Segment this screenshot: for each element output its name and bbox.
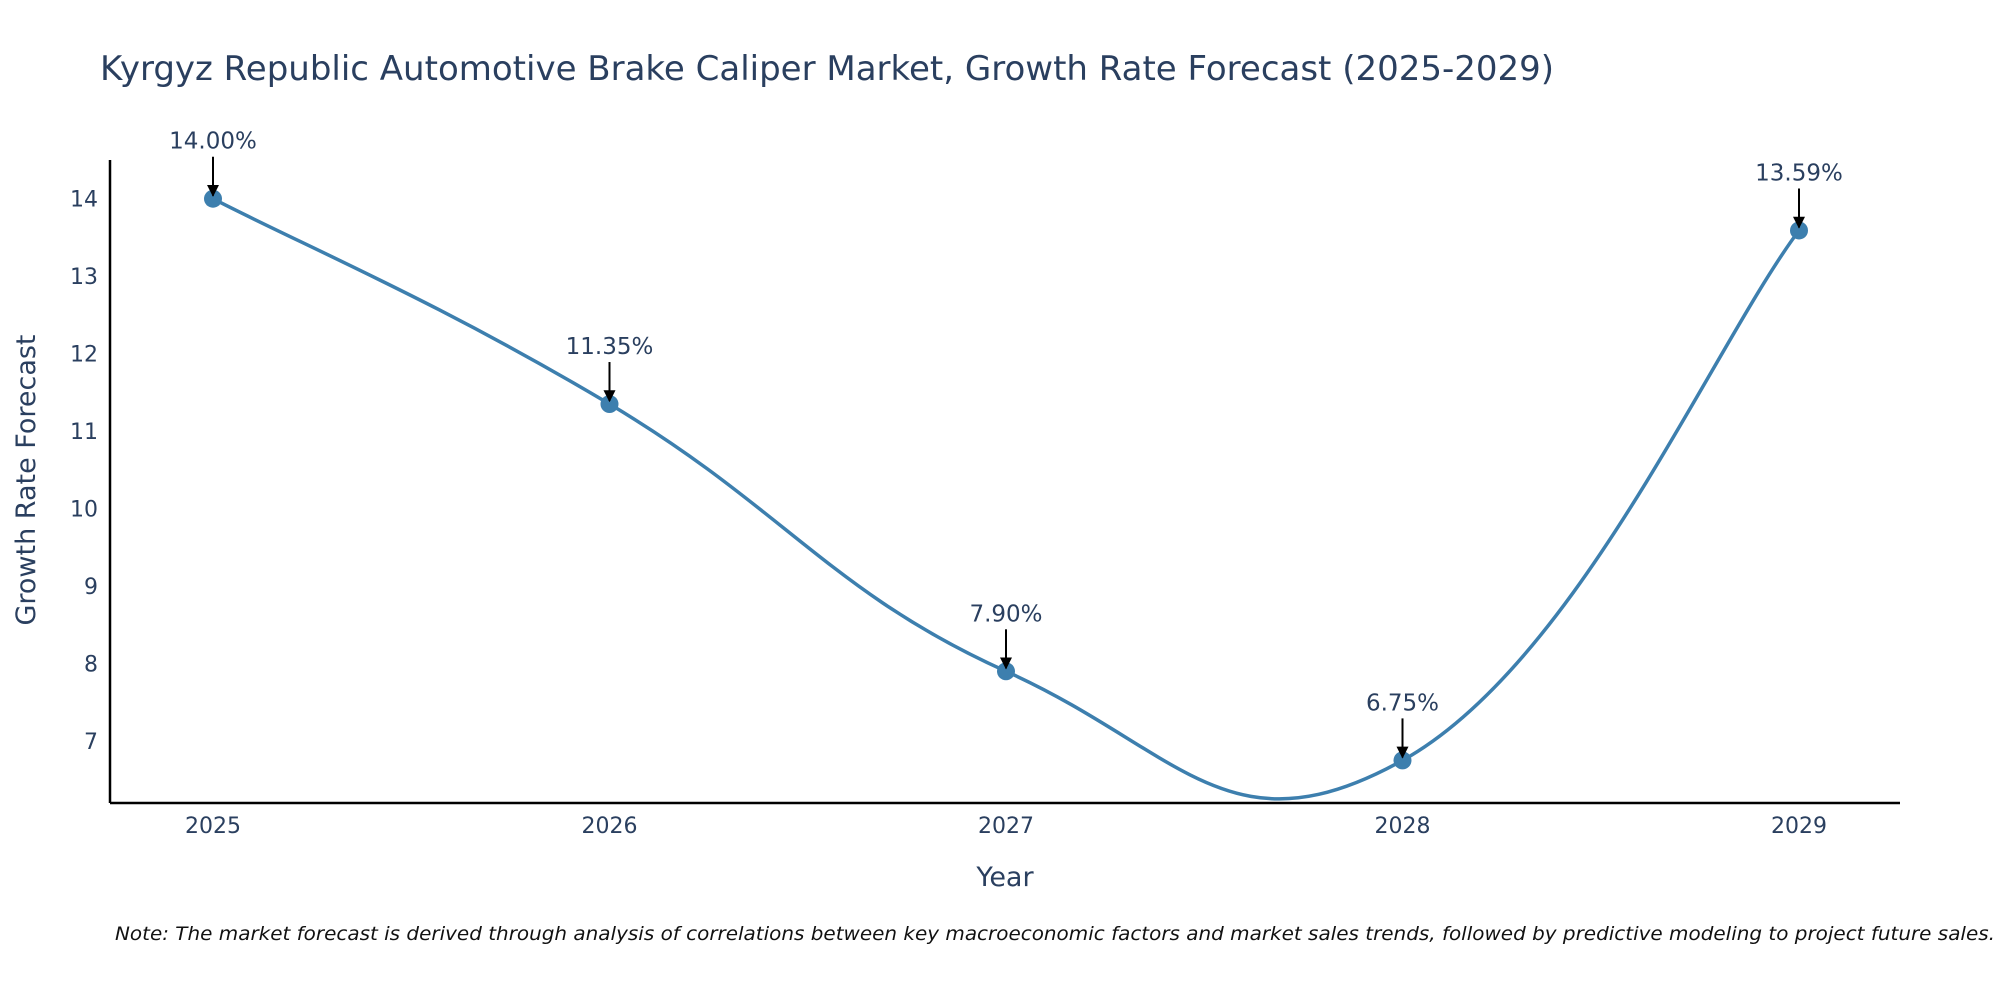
y-axis-title: Growth Rate Forecast [11,334,42,625]
data-label: 14.00% [169,129,257,155]
data-label: 6.75% [1366,690,1439,716]
data-label: 11.35% [566,334,654,360]
axes [108,160,1900,805]
y-tick-label: 9 [84,575,98,600]
chart-title: Kyrgyz Republic Automotive Brake Caliper… [100,49,1554,89]
x-tick-labels: 2025 2026 2027 2028 2029 [185,814,1827,839]
series-markers [204,189,1808,770]
x-tick-label: 2029 [1771,814,1827,839]
x-tick-label: 2025 [185,814,241,839]
y-tick-label: 14 [70,188,98,213]
data-label: 13.59% [1755,160,1843,186]
series-line [212,197,1801,801]
y-tick-label: 8 [84,653,98,678]
data-label: 7.90% [969,601,1042,627]
y-tick-labels: 7 8 9 10 11 12 13 14 [70,188,98,755]
data-label-annotations: 14.00% 11.35% 7.90% 6.75% 13.59% [169,129,1843,759]
y-tick-label: 12 [70,343,98,368]
x-axis-title: Year [975,862,1034,893]
y-tick-label: 7 [84,730,98,755]
x-tick-label: 2027 [978,814,1034,839]
y-tick-label: 10 [70,498,98,523]
x-tick-label: 2026 [582,814,638,839]
forecast-note: Note: The market forecast is derived thr… [115,923,1995,945]
y-tick-label: 13 [70,265,98,290]
x-tick-label: 2028 [1375,814,1431,839]
y-tick-label: 11 [70,420,98,445]
